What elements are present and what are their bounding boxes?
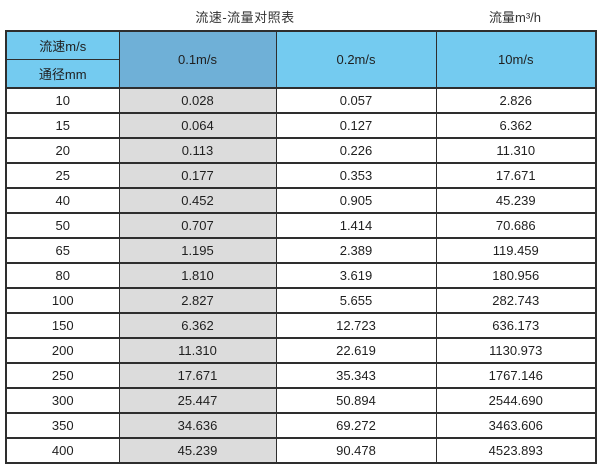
flow-value-cell: 2.827 [118,287,277,314]
flow-value-cell: 90.478 [275,437,437,464]
flow-value-cell: 180.956 [435,262,597,289]
table-row: 300 25.447 50.894 2544.690 [5,387,597,414]
flow-value-cell: 0.707 [118,212,277,239]
velocity-column-header-0-1: 0.1m/s [118,30,277,89]
table-row: 400 45.239 90.478 4523.893 [5,437,597,464]
flow-value-cell: 6.362 [118,312,277,339]
table-row: 250 17.671 35.343 1767.146 [5,362,597,389]
flow-value-cell: 45.239 [435,187,597,214]
table-body: 10 0.028 0.057 2.826 15 0.064 0.127 6.36… [5,87,597,464]
table-row: 50 0.707 1.414 70.686 [5,212,597,239]
table-row: 10 0.028 0.057 2.826 [5,87,597,114]
diameter-cell: 80 [5,262,120,289]
flow-value-cell: 1767.146 [435,362,597,389]
table-row: 80 1.810 3.619 180.956 [5,262,597,289]
flow-value-cell: 119.459 [435,237,597,264]
diameter-cell: 20 [5,137,120,164]
flow-value-cell: 0.905 [275,187,437,214]
flow-value-cell: 12.723 [275,312,437,339]
flow-value-cell: 0.452 [118,187,277,214]
flow-value-cell: 3463.606 [435,412,597,439]
corner-velocity-label: 流速m/s [5,30,120,60]
table-row: 65 1.195 2.389 119.459 [5,237,597,264]
titles-row: 流速-流量对照表 流量m³/h [0,0,600,30]
table-row: 350 34.636 69.272 3463.606 [5,412,597,439]
diameter-cell: 25 [5,162,120,189]
flow-value-cell: 70.686 [435,212,597,239]
diameter-cell: 65 [5,237,120,264]
flow-value-cell: 17.671 [435,162,597,189]
flow-value-cell: 1130.973 [435,337,597,364]
flow-value-cell: 69.272 [275,412,437,439]
flow-value-cell: 50.894 [275,387,437,414]
flow-value-cell: 1.810 [118,262,277,289]
flow-value-cell: 11.310 [435,137,597,164]
diameter-cell: 250 [5,362,120,389]
flow-value-cell: 34.636 [118,412,277,439]
flow-value-cell: 2.826 [435,87,597,114]
flow-value-cell: 3.619 [275,262,437,289]
flow-value-cell: 45.239 [118,437,277,464]
flow-value-cell: 0.064 [118,112,277,139]
table-title: 流速-流量对照表 [195,10,295,25]
table-row: 25 0.177 0.353 17.671 [5,162,597,189]
diameter-cell: 200 [5,337,120,364]
flow-value-cell: 282.743 [435,287,597,314]
flow-value-cell: 4523.893 [435,437,597,464]
diameter-cell: 10 [5,87,120,114]
velocity-column-header-10: 10m/s [435,30,597,89]
velocity-column-header-0-2: 0.2m/s [275,30,437,89]
diameter-cell: 400 [5,437,120,464]
flow-value-cell: 0.113 [118,137,277,164]
diameter-cell: 40 [5,187,120,214]
flow-value-cell: 2.389 [275,237,437,264]
table-row: 200 11.310 22.619 1130.973 [5,337,597,364]
flow-value-cell: 6.362 [435,112,597,139]
corner-diameter-label: 通径mm [5,59,120,89]
flow-value-cell: 2544.690 [435,387,597,414]
diameter-cell: 150 [5,312,120,339]
flow-value-cell: 0.177 [118,162,277,189]
table-row: 150 6.362 12.723 636.173 [5,312,597,339]
table-row: 100 2.827 5.655 282.743 [5,287,597,314]
flow-value-cell: 1.414 [275,212,437,239]
flow-unit-label: 流量m³/h [488,10,541,25]
flow-value-cell: 25.447 [118,387,277,414]
table-row: 15 0.064 0.127 6.362 [5,112,597,139]
flow-value-cell: 0.353 [275,162,437,189]
flow-value-cell: 17.671 [118,362,277,389]
flow-value-cell: 0.028 [118,87,277,114]
table-row: 40 0.452 0.905 45.239 [5,187,597,214]
header-row-bottom: 通径mm [5,59,596,89]
diameter-cell: 15 [5,112,120,139]
flow-value-cell: 0.226 [275,137,437,164]
flow-value-cell: 11.310 [118,337,277,364]
table-row: 20 0.113 0.226 11.310 [5,137,597,164]
diameter-cell: 100 [5,287,120,314]
flow-value-cell: 22.619 [275,337,437,364]
header-row-top: 流速m/s 0.1m/s 0.2m/s 10m/s [5,30,597,89]
diameter-cell: 50 [5,212,120,239]
flow-value-cell: 5.655 [275,287,437,314]
flow-value-cell: 0.057 [275,87,437,114]
diameter-cell: 350 [5,412,120,439]
flow-value-cell: 1.195 [118,237,277,264]
flow-velocity-table: 流速m/s 0.1m/s 0.2m/s 10m/s 通径mm 10 0.028 … [5,30,597,464]
diameter-cell: 300 [5,387,120,414]
flow-value-cell: 35.343 [275,362,437,389]
table-header: 流速m/s 0.1m/s 0.2m/s 10m/s 通径mm [5,30,597,89]
flow-value-cell: 636.173 [435,312,597,339]
flow-value-cell: 0.127 [275,112,437,139]
